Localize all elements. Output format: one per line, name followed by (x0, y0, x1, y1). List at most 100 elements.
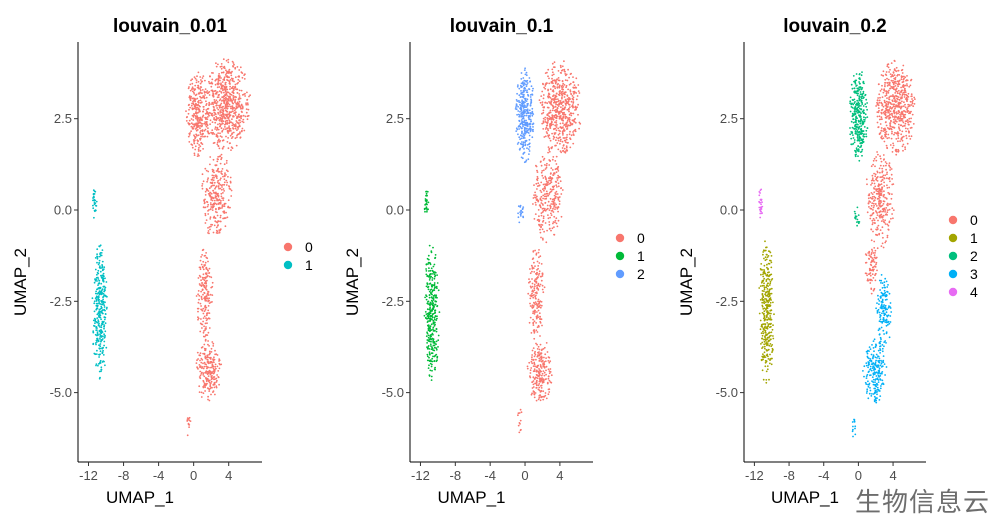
data-point (549, 112, 551, 114)
data-point (218, 139, 220, 141)
data-point (556, 223, 558, 225)
data-point (552, 71, 554, 73)
data-point (530, 367, 532, 369)
data-point (551, 98, 553, 100)
data-point (239, 105, 241, 107)
data-point (214, 225, 216, 227)
data-point (546, 117, 548, 119)
y-tick-label: -2.5 (382, 294, 404, 309)
data-point (201, 81, 203, 83)
data-point (212, 177, 214, 179)
data-point (216, 105, 218, 107)
data-point (209, 302, 211, 304)
data-point (213, 106, 215, 108)
data-point (889, 95, 891, 97)
data-point (526, 80, 528, 82)
data-point (202, 188, 204, 190)
data-point (520, 213, 522, 215)
data-point (200, 123, 202, 125)
data-point (526, 89, 528, 91)
data-point (209, 229, 211, 231)
data-point (194, 153, 196, 155)
data-point (209, 351, 211, 353)
data-point (565, 114, 567, 116)
data-point (231, 118, 233, 120)
data-point (225, 91, 227, 93)
data-point (873, 191, 875, 193)
data-point (548, 180, 550, 182)
data-point (215, 62, 217, 64)
data-point (529, 88, 531, 90)
data-point (541, 215, 543, 217)
data-point (569, 106, 571, 108)
data-point (223, 188, 225, 190)
data-point (557, 211, 559, 213)
data-point (536, 285, 538, 287)
data-point (891, 193, 893, 195)
data-point (555, 181, 557, 183)
data-point (545, 392, 547, 394)
data-point (189, 120, 191, 122)
data-point (886, 211, 888, 213)
data-point (229, 142, 231, 144)
data-point (564, 71, 566, 73)
data-point (565, 116, 567, 118)
data-point (563, 128, 565, 130)
data-point (874, 165, 876, 167)
data-point (570, 73, 572, 75)
data-point (199, 366, 201, 368)
data-point (552, 227, 554, 229)
data-point (574, 84, 576, 86)
data-point (562, 122, 564, 124)
data-point (200, 100, 202, 102)
data-point (93, 320, 95, 322)
data-point (516, 93, 518, 95)
data-point (216, 198, 218, 200)
data-point (428, 327, 430, 329)
data-point (189, 107, 191, 109)
data-point (902, 76, 904, 78)
data-point (203, 273, 205, 275)
data-point (205, 267, 207, 269)
data-point (226, 160, 228, 162)
data-point (874, 175, 876, 177)
y-tick-label: 2.5 (386, 111, 404, 126)
data-point (563, 60, 565, 62)
data-point (193, 108, 195, 110)
data-point (869, 282, 871, 284)
data-point (873, 290, 875, 292)
data-point (432, 327, 434, 329)
data-point (204, 316, 206, 318)
data-point (557, 193, 559, 195)
data-point (528, 112, 530, 114)
data-point (558, 103, 560, 105)
chart-title: louvain_0.2 (783, 16, 887, 37)
data-point (431, 285, 433, 287)
data-point (877, 122, 879, 124)
data-point (889, 88, 891, 90)
data-point (230, 135, 232, 137)
data-point (892, 116, 894, 118)
data-point (232, 147, 234, 149)
data-point (562, 113, 564, 115)
data-point (536, 311, 538, 313)
data-point (873, 259, 875, 261)
data-point (907, 143, 909, 145)
data-point (878, 102, 880, 104)
data-point (546, 127, 548, 129)
data-point (205, 252, 207, 254)
data-point (210, 276, 212, 278)
data-point (228, 131, 230, 133)
data-point (185, 110, 187, 112)
data-point (223, 114, 225, 116)
data-point (97, 284, 99, 286)
data-point (883, 203, 885, 205)
data-point (527, 158, 529, 160)
data-point (213, 362, 215, 364)
data-point (201, 392, 203, 394)
data-point (212, 343, 214, 345)
data-point (544, 85, 546, 87)
data-point (540, 102, 542, 104)
data-point (550, 110, 552, 112)
data-point (877, 185, 879, 187)
